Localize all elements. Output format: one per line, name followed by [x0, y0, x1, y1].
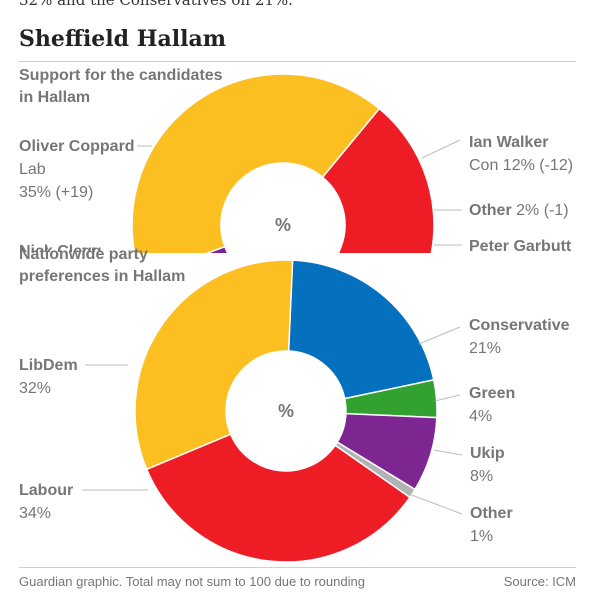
chart2-leader-ukip — [433, 449, 463, 456]
footer-rule — [19, 567, 576, 568]
label-labour: Labour 34% — [19, 479, 73, 525]
chart2-slice-labour — [145, 433, 411, 563]
chart2-leader-green — [434, 394, 461, 402]
chart1-title-line2: in Hallam — [19, 89, 91, 106]
label-ukip-value: 8% — [470, 468, 494, 485]
label-oliver-coppard-name: Oliver Coppard — [19, 138, 135, 155]
label-libdem-value: 32% — [19, 380, 52, 397]
label-green: Green 4% — [469, 382, 515, 428]
chart1-leader-ian-walker — [421, 139, 461, 159]
label-other-party-value: 1% — [470, 528, 494, 545]
label-ian-walker-value: Con 12% (-12) — [469, 157, 574, 174]
chart1-title: Support for the candidates in Hallam — [19, 65, 223, 109]
label-other-candidates: Other 2% (-1) — [469, 199, 569, 222]
label-peter-garbutt-name: Peter Garbutt — [469, 238, 572, 255]
chart2-title: Nationwide party preferences in Hallam — [19, 244, 185, 288]
label-nick-clegg: Nick Clegg — [19, 240, 102, 252]
label-ukip: Ukip 8% — [470, 442, 505, 488]
page-title: Sheffield Hallam — [19, 26, 226, 52]
chart1-slice-nick-clegg — [131, 73, 381, 253]
label-other-party-name: Other — [470, 505, 513, 522]
footer-note: Guardian graphic. Total may not sum to 1… — [19, 574, 365, 589]
label-conservative-name: Conservative — [469, 317, 570, 334]
label-libdem-name: LibDem — [19, 357, 78, 374]
chart1-slice-oliver-coppard — [321, 107, 435, 253]
chart2-title-line1: Nationwide party — [19, 246, 148, 263]
label-ukip-name: Ukip — [470, 445, 505, 462]
label-oliver-coppard-value: 35% (+19) — [19, 184, 94, 201]
label-labour-name: Labour — [19, 482, 74, 499]
label-conservative-value: 21% — [469, 340, 502, 357]
label-other-candidates-name: Other — [469, 202, 512, 219]
label-other-party: Other 1% — [470, 502, 513, 548]
label-peter-garbutt: Peter Garbutt — [469, 235, 571, 258]
label-green-value: 4% — [469, 408, 493, 425]
chart2-title-line2: preferences in Hallam — [19, 268, 186, 285]
footer-source: Source: ICM — [503, 574, 576, 589]
chart2-leader-other — [408, 493, 463, 515]
title-rule — [19, 61, 576, 62]
chart2-slice-libdem — [134, 259, 294, 471]
chart2-center-label: % — [278, 401, 294, 421]
label-conservative: Conservative 21% — [469, 314, 570, 360]
chart1-donut: % — [131, 73, 462, 253]
label-green-name: Green — [469, 385, 516, 402]
chart2-slice-conservative — [287, 259, 435, 400]
label-ian-walker: Ian Walker Con 12% (-12) — [469, 131, 573, 177]
chart1-title-line1: Support for the candidates — [19, 67, 223, 84]
label-other-candidates-value: 2% (-1) — [516, 202, 569, 219]
label-labour-value: 34% — [19, 505, 52, 522]
label-ian-walker-name: Ian Walker — [469, 134, 549, 151]
intro-text: 32% and the Conservatives on 21%. — [19, 0, 293, 9]
label-libdem: LibDem 32% — [19, 354, 78, 400]
label-oliver-coppard: Oliver Coppard Lab 35% (+19) — [19, 135, 135, 204]
chart2-leader-conservative — [418, 326, 461, 345]
label-oliver-coppard-party: Lab — [19, 161, 46, 178]
label-nick-clegg-name: Nick Clegg — [19, 243, 102, 252]
chart1-center-label: % — [275, 215, 291, 235]
